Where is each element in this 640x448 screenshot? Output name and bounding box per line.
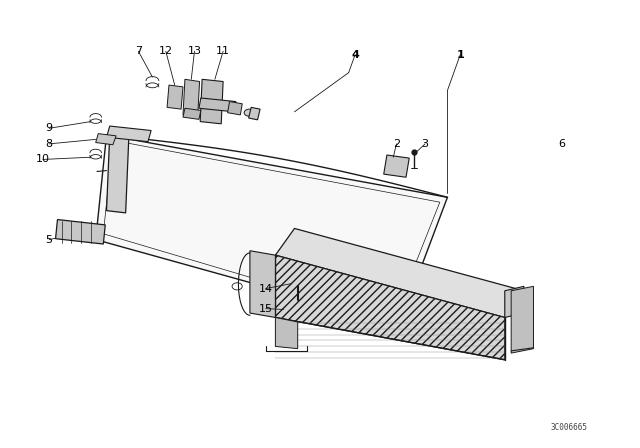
Text: 13: 13 [188,46,202,56]
Polygon shape [106,135,129,213]
Ellipse shape [284,305,305,314]
Polygon shape [275,318,298,349]
Polygon shape [183,108,201,119]
Text: 3C006665: 3C006665 [550,423,587,432]
Polygon shape [199,98,236,112]
Polygon shape [250,251,275,318]
Text: 4: 4 [351,50,359,60]
Polygon shape [505,286,524,318]
Polygon shape [275,255,505,360]
Polygon shape [183,79,200,117]
Polygon shape [511,286,534,353]
Text: 15: 15 [259,304,273,314]
Text: 11: 11 [216,46,230,56]
Text: 12: 12 [159,46,173,56]
Circle shape [244,109,254,116]
Polygon shape [384,155,409,177]
Text: 9: 9 [45,123,52,133]
Text: 14: 14 [259,284,273,293]
Text: 6: 6 [559,139,566,149]
Text: 1: 1 [456,50,464,60]
Polygon shape [96,134,116,145]
Polygon shape [228,102,243,115]
Polygon shape [56,220,105,244]
Text: 10: 10 [36,155,50,164]
Polygon shape [106,126,151,142]
Text: 5: 5 [45,235,52,245]
Text: 3: 3 [422,139,429,149]
Text: 8: 8 [45,139,52,149]
Polygon shape [167,85,183,109]
Circle shape [291,279,304,288]
Polygon shape [96,135,447,324]
Text: 2: 2 [393,139,400,149]
Polygon shape [200,79,223,124]
Polygon shape [275,228,524,318]
Polygon shape [248,108,260,120]
Text: 7: 7 [135,46,142,56]
